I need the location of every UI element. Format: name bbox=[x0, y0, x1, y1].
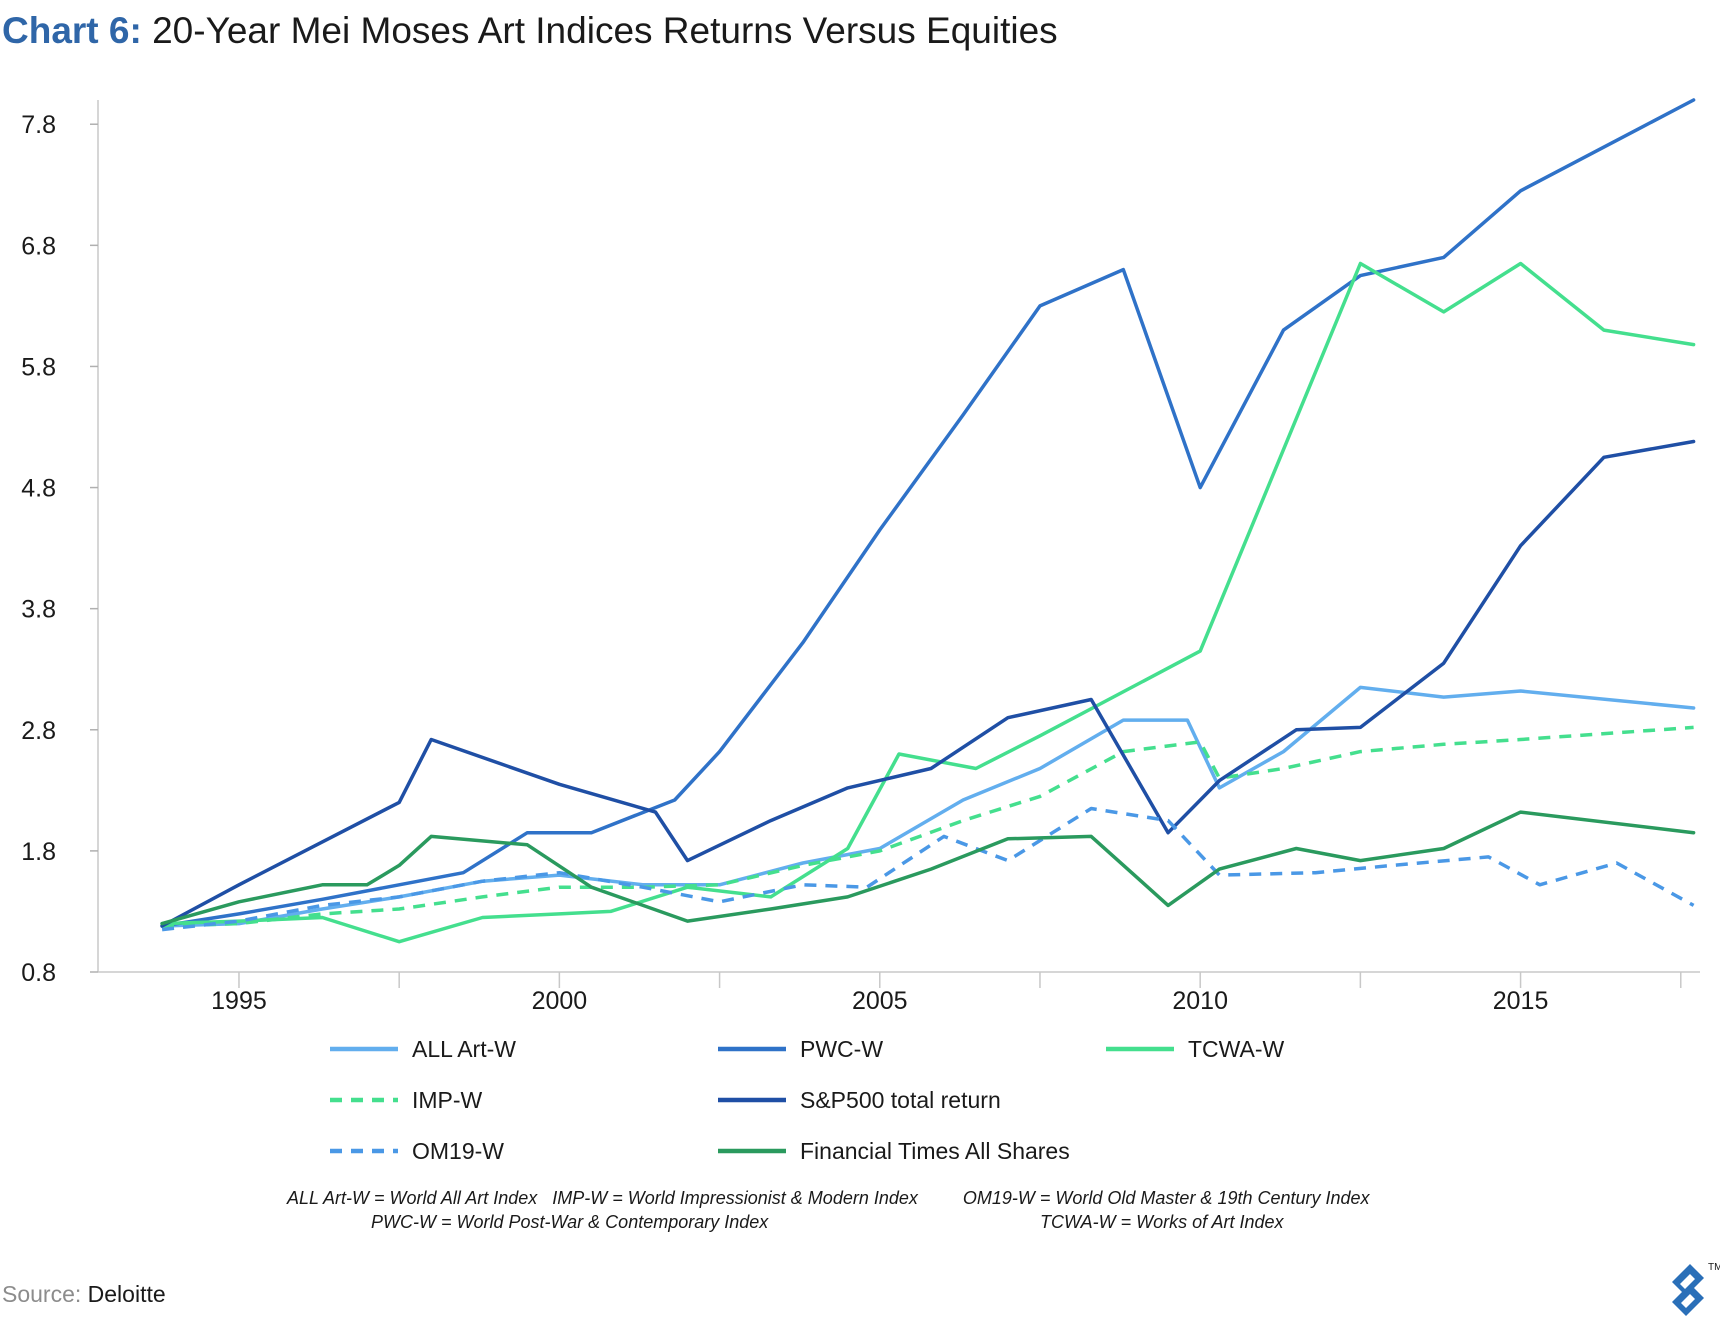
legend-item-om19-w: OM19-W bbox=[330, 1138, 504, 1164]
x-tick-label: 2010 bbox=[1172, 987, 1228, 1015]
source-label: Source: bbox=[2, 1281, 82, 1307]
x-tick-label: 1995 bbox=[211, 987, 267, 1015]
legend-label: Financial Times All Shares bbox=[800, 1138, 1070, 1164]
legend-label: IMP-W bbox=[412, 1087, 483, 1113]
y-tick-label: 6.8 bbox=[21, 232, 56, 260]
series-line-s-p500-total-return bbox=[160, 439, 1696, 928]
legend-item-tcwa-w: TCWA-W bbox=[1106, 1036, 1285, 1062]
y-tick-label: 5.8 bbox=[21, 353, 56, 381]
legend-label: TCWA-W bbox=[1188, 1036, 1285, 1062]
legend-label: PWC-W bbox=[800, 1036, 883, 1062]
series-lines bbox=[160, 98, 1696, 944]
y-tick-label: 2.8 bbox=[21, 717, 56, 745]
legend-item-all-art-w: ALL Art-W bbox=[330, 1036, 516, 1062]
footnote-imp: IMP-W = World Impressionist & Modern Ind… bbox=[552, 1188, 918, 1208]
series-line-financial-times-all-shares bbox=[160, 810, 1696, 926]
footnote-tcwa: TCWA-W = Works of Art Index bbox=[1040, 1212, 1284, 1232]
legend-item-financial-times-all-shares: Financial Times All Shares bbox=[718, 1138, 1070, 1164]
legend-item-pwc-w: PWC-W bbox=[718, 1036, 883, 1062]
chart-title-text: 20-Year Mei Moses Art Indices Returns Ve… bbox=[152, 10, 1058, 51]
logo-trademark: TM bbox=[1708, 1262, 1720, 1273]
x-tick-label: 2005 bbox=[852, 987, 908, 1015]
legend-label: ALL Art-W bbox=[412, 1036, 516, 1062]
x-tick-label: 2015 bbox=[1493, 987, 1549, 1015]
toptal-logo-icon: TM bbox=[1662, 1258, 1721, 1330]
y-tick-label: 4.8 bbox=[21, 475, 56, 503]
source-value: Deloitte bbox=[87, 1281, 166, 1307]
footnote-om19: OM19-W = World Old Master & 19th Century… bbox=[962, 1188, 1370, 1208]
x-tick-label: 2000 bbox=[532, 987, 588, 1015]
footnote-line-2b: TCWA-W = Works of Art Index bbox=[1040, 1212, 1284, 1233]
chart-axes: 0.8 1.8 2.8 3.8 4.8 5.8 6.8 7.8 1995 2000 2005 2010… bbox=[21, 100, 1700, 1015]
legend-item-imp-w: IMP-W bbox=[330, 1087, 483, 1113]
y-tick-label: 0.8 bbox=[21, 959, 56, 987]
footnote-all-art: ALL Art-W = World All Art Index bbox=[287, 1188, 538, 1208]
footnote-pwc: PWC-W = World Post-War & Contemporary In… bbox=[371, 1212, 769, 1232]
line-chart: 0.8 1.8 2.8 3.8 4.8 5.8 6.8 7.8 1995 2000 2005 2010… bbox=[21, 98, 1700, 1164]
y-tick-label: 1.8 bbox=[21, 838, 56, 866]
chart-title: Chart 6: 20-Year Mei Moses Art Indices R… bbox=[2, 10, 1058, 52]
series-line-pwc-w bbox=[160, 98, 1696, 928]
series-line-imp-w bbox=[162, 725, 1694, 928]
legend-item-s-p500-total-return: S&P500 total return bbox=[718, 1087, 1001, 1113]
chart-number: Chart 6: bbox=[2, 10, 142, 51]
legend-label: S&P500 total return bbox=[800, 1087, 1001, 1113]
chart-legend: ALL Art-W PWC-W TCWA-W IMP-W S&P500 total re… bbox=[330, 1036, 1285, 1164]
y-tick-label: 7.8 bbox=[21, 111, 56, 139]
series-line-om19-w bbox=[161, 806, 1695, 932]
footnote-line-2: PWC-W = World Post-War & Contemporary In… bbox=[371, 1212, 768, 1233]
footnote-line-1: ALL Art-W = World All Art Index IMP-W = … bbox=[287, 1188, 1370, 1209]
source-line: Source: Deloitte bbox=[2, 1281, 166, 1308]
y-tick-label: 3.8 bbox=[21, 596, 56, 624]
series-line-tcwa-w bbox=[160, 261, 1696, 944]
legend-label: OM19-W bbox=[412, 1138, 504, 1164]
